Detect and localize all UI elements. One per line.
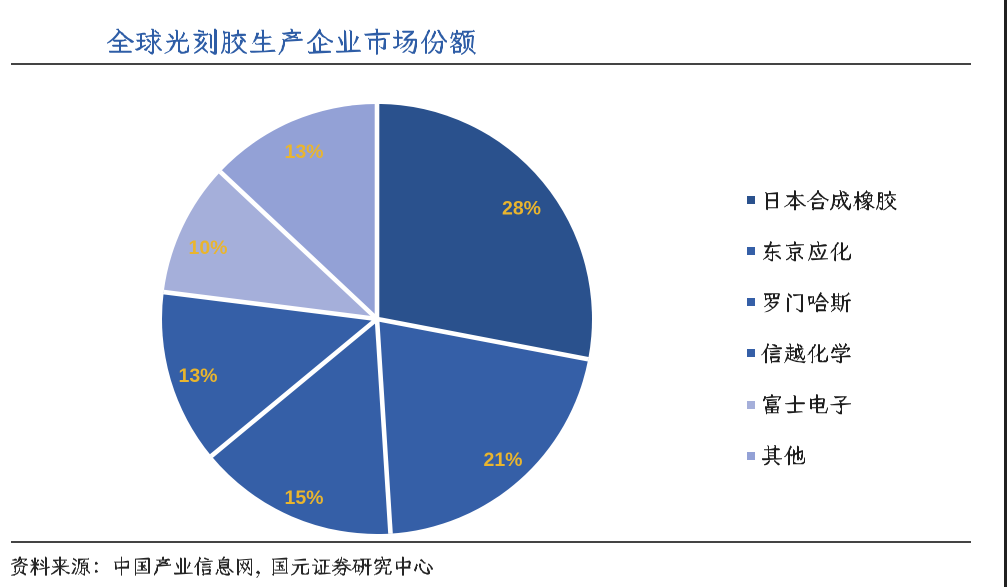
- svg-text:21%: 21%: [483, 449, 522, 471]
- svg-text:13%: 13%: [178, 365, 217, 387]
- svg-text:10%: 10%: [188, 237, 227, 259]
- svg-text:15%: 15%: [284, 487, 323, 509]
- svg-text:13%: 13%: [284, 141, 323, 163]
- svg-text:28%: 28%: [502, 198, 541, 220]
